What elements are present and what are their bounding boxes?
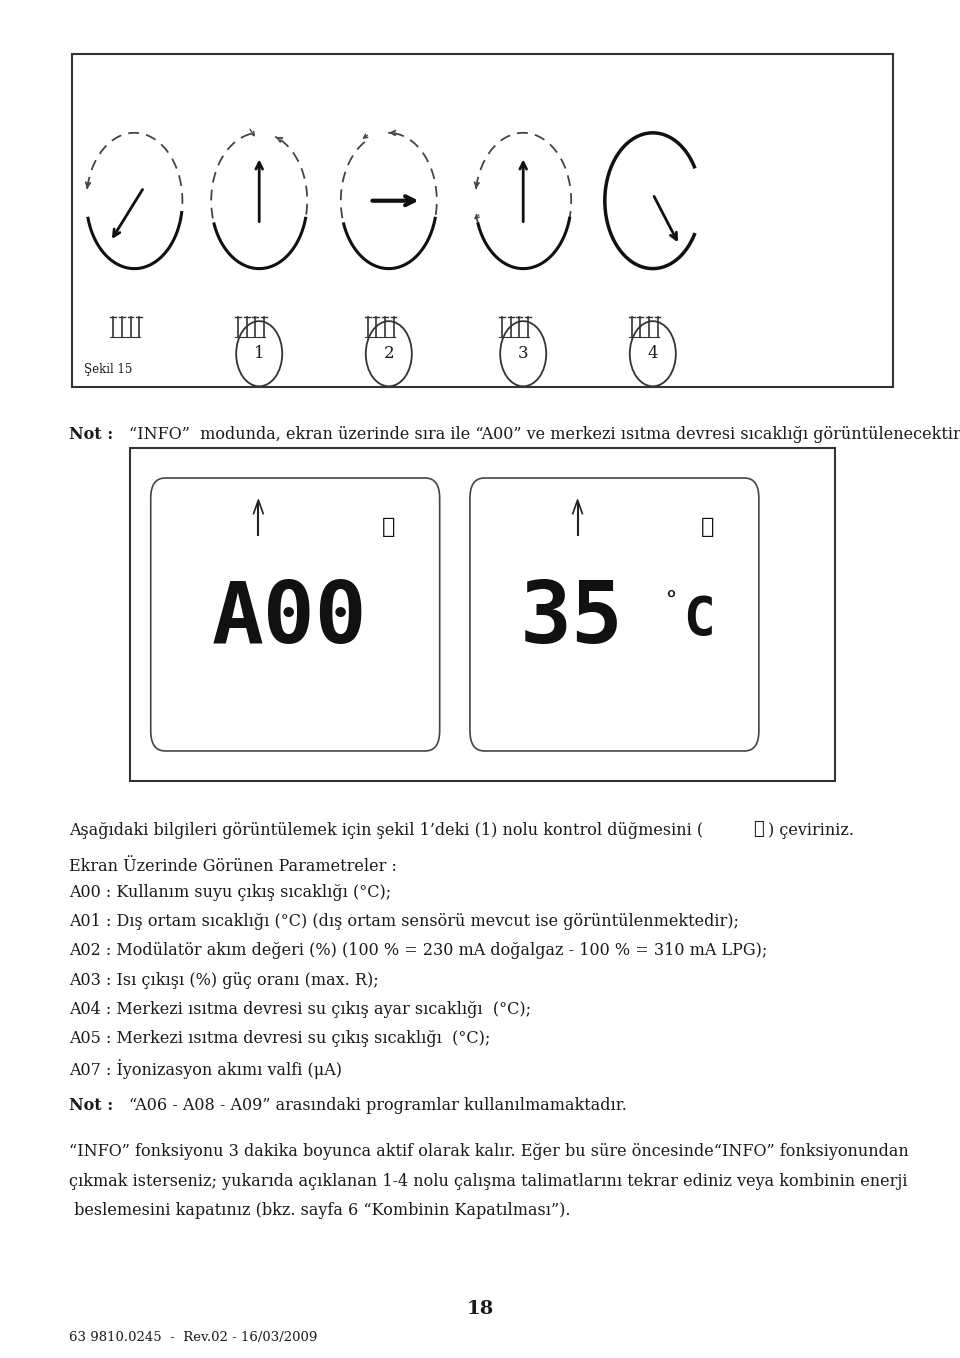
Text: ᖴ: ᖴ (382, 517, 396, 538)
Text: 63 9810.0245  -  Rev.02 - 16/03/2009: 63 9810.0245 - Rev.02 - 16/03/2009 (69, 1331, 318, 1344)
Text: A07 : İyonizasyon akımı valfi (μA): A07 : İyonizasyon akımı valfi (μA) (69, 1059, 342, 1080)
Text: beslemesini kapatınız (bkz. sayfa 6 “Kombinin Kapatılması”).: beslemesini kapatınız (bkz. sayfa 6 “Kom… (69, 1202, 570, 1219)
FancyBboxPatch shape (151, 478, 440, 751)
Text: C: C (684, 593, 715, 646)
Text: 3: 3 (517, 345, 529, 363)
Text: °: ° (665, 591, 677, 612)
FancyBboxPatch shape (72, 54, 893, 387)
Text: Not :: Not : (69, 426, 119, 444)
Text: ) çeviriniz.: ) çeviriniz. (768, 822, 854, 839)
Text: A00 : Kullanım suyu çıkış sıcaklığı (°C);: A00 : Kullanım suyu çıkış sıcaklığı (°C)… (69, 884, 392, 902)
Text: 18: 18 (467, 1300, 493, 1317)
Text: A05 : Merkezi ısıtma devresi su çıkış sıcaklığı  (°C);: A05 : Merkezi ısıtma devresi su çıkış sı… (69, 1029, 491, 1047)
Text: A01 : Dış ortam sıcaklığı (°C) (dış ortam sensörü mevcut ise görüntülenmektedir): A01 : Dış ortam sıcaklığı (°C) (dış orta… (69, 914, 739, 930)
Text: 35: 35 (520, 579, 624, 661)
Text: “A06 - A08 - A09” arasındaki programlar kullanılmamaktadır.: “A06 - A08 - A09” arasındaki programlar … (129, 1097, 627, 1115)
Text: Ekran Üzerinde Görünen Parametreler :: Ekran Üzerinde Görünen Parametreler : (69, 858, 397, 876)
Text: Şekil 15: Şekil 15 (84, 363, 132, 376)
FancyBboxPatch shape (130, 448, 835, 781)
Text: 4: 4 (647, 345, 659, 363)
Text: A04 : Merkezi ısıtma devresi su çıkış ayar sıcaklığı  (°C);: A04 : Merkezi ısıtma devresi su çıkış ay… (69, 1001, 531, 1018)
Text: A02 : Modülatör akım değeri (%) (100 % = 230 mA doğalgaz - 100 % = 310 mA LPG);: A02 : Modülatör akım değeri (%) (100 % =… (69, 942, 767, 960)
Text: ᖴ: ᖴ (701, 517, 714, 538)
Text: çıkmak isterseniz; yukarıda açıklanan 1-4 nolu çalışma talimatlarını tekrar edin: çıkmak isterseniz; yukarıda açıklanan 1-… (69, 1172, 907, 1190)
Text: A00: A00 (212, 579, 368, 661)
Text: 2: 2 (383, 345, 395, 363)
Text: Aşağıdaki bilgileri görüntülemek için şekil 1’deki (1) nolu kontrol düğmesini (: Aşağıdaki bilgileri görüntülemek için şe… (69, 822, 704, 839)
Text: “INFO”  modunda, ekran üzerinde sıra ile “A00” ve merkezi ısıtma devresi sıcaklı: “INFO” modunda, ekran üzerinde sıra ile … (129, 426, 960, 444)
Text: ᖴ: ᖴ (754, 820, 764, 838)
Text: 1: 1 (253, 345, 265, 363)
FancyBboxPatch shape (469, 478, 758, 751)
Text: A03 : Isı çıkışı (%) güç oranı (max. R);: A03 : Isı çıkışı (%) güç oranı (max. R); (69, 972, 379, 989)
Text: “INFO” fonksiyonu 3 dakika boyunca aktif olarak kalır. Eğer bu süre öncesinde“IN: “INFO” fonksiyonu 3 dakika boyunca aktif… (69, 1143, 909, 1161)
Text: Not :: Not : (69, 1097, 119, 1115)
